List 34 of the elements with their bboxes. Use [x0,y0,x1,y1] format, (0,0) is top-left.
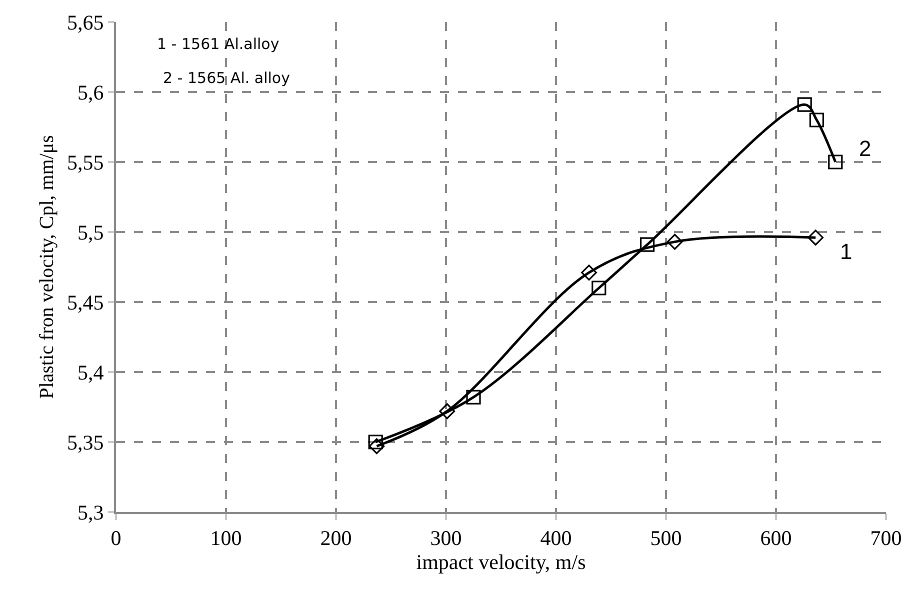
point [808,230,824,246]
point [640,237,655,252]
x-tick-label: 100 [210,526,242,550]
x-tick-label: 600 [760,526,792,550]
point [592,280,606,296]
y-tick-label: 5,35 [67,430,104,454]
point [828,154,843,170]
point [466,390,481,404]
annotation: 2 - 1565 Al. alloy [163,69,290,87]
y-tick-label: 5,45 [67,290,104,314]
point [368,434,383,450]
y-axis-title: Plastic fron velocity, Cpl, mm/μs [36,134,58,399]
point [666,234,683,250]
point [581,264,597,281]
series-label: 1 [840,239,852,264]
point [797,97,812,112]
x-tick-label: 200 [320,526,352,550]
annotation: 1 - 1561 Al.alloy [157,35,280,53]
y-tick-label: 5,4 [78,360,104,384]
x-tick-label: 500 [650,526,682,550]
x-tick-label: 400 [540,526,572,550]
point [439,403,456,420]
series-label: 2 [859,136,872,161]
point [368,438,385,454]
x-tick-label: 700 [870,526,902,550]
x-tick-label: 300 [430,526,462,550]
y-tick-label: 5,65 [67,10,104,34]
y-tick-label: 5,3 [78,500,104,524]
point [809,112,824,128]
x-tick-label: 0 [110,526,122,550]
x-axis-title: impact velocity, m/s [416,550,586,574]
y-tick-label: 5,5 [78,220,104,244]
y-tick-label: 5,6 [78,80,104,104]
y-tick-label: 5,55 [67,150,104,174]
